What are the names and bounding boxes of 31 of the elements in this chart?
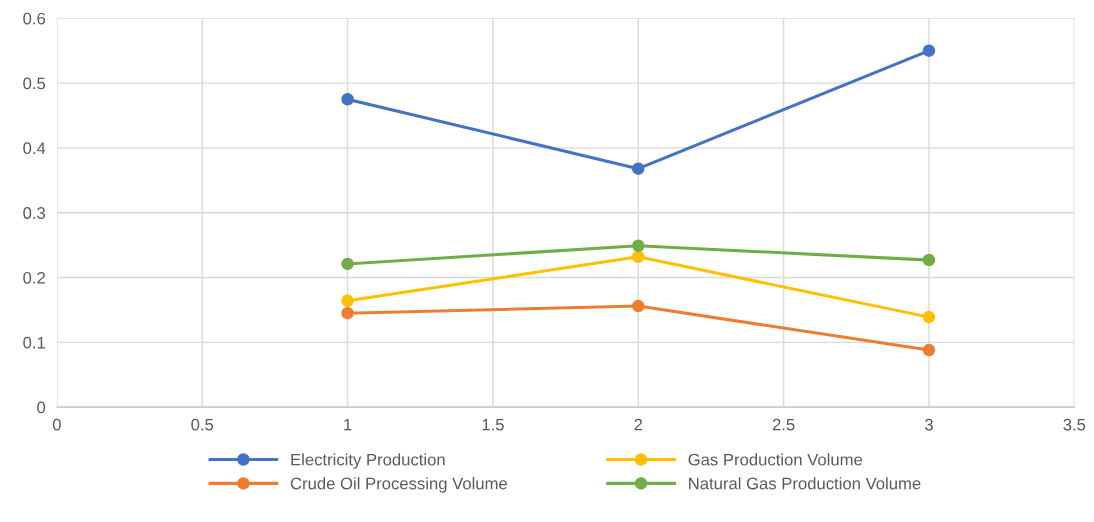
x-tick-label: 1 bbox=[344, 418, 352, 431]
point bbox=[341, 294, 354, 308]
point bbox=[922, 343, 936, 357]
x-tick-label: 0 bbox=[52, 418, 61, 431]
point bbox=[632, 250, 645, 264]
legend-label: Crude Oil Processing Volume bbox=[290, 477, 507, 493]
point bbox=[632, 239, 645, 253]
point bbox=[632, 162, 645, 175]
y-tick-label: 0.1 bbox=[23, 336, 45, 349]
point bbox=[922, 310, 936, 324]
x-tick-label: 2.5 bbox=[772, 418, 795, 431]
y-tick-label: 0.3 bbox=[23, 207, 46, 219]
legend-label: Natural Gas Production Volume bbox=[689, 477, 921, 490]
y-tick-label: 0.6 bbox=[23, 12, 46, 25]
legend-label: Electricity Production bbox=[291, 453, 445, 469]
y-tick-label: 0.2 bbox=[23, 271, 45, 284]
point bbox=[341, 93, 354, 106]
point bbox=[341, 257, 354, 271]
x-tick-label: 2 bbox=[634, 418, 643, 431]
point bbox=[341, 306, 354, 320]
y-tick-label: 0.5 bbox=[23, 77, 46, 90]
y-tick-label: 0.4 bbox=[23, 142, 46, 155]
legend-label: Gas Production Volume bbox=[688, 453, 863, 466]
point bbox=[922, 44, 936, 57]
x-tick-label: 1.5 bbox=[482, 418, 504, 431]
x-tick-label: 0.5 bbox=[191, 418, 214, 431]
y-tick-label: 0 bbox=[37, 401, 46, 414]
x-tick-label: 3.5 bbox=[1063, 418, 1086, 431]
point bbox=[632, 299, 645, 313]
x-tick-label: 3 bbox=[924, 418, 933, 431]
point bbox=[922, 253, 936, 267]
